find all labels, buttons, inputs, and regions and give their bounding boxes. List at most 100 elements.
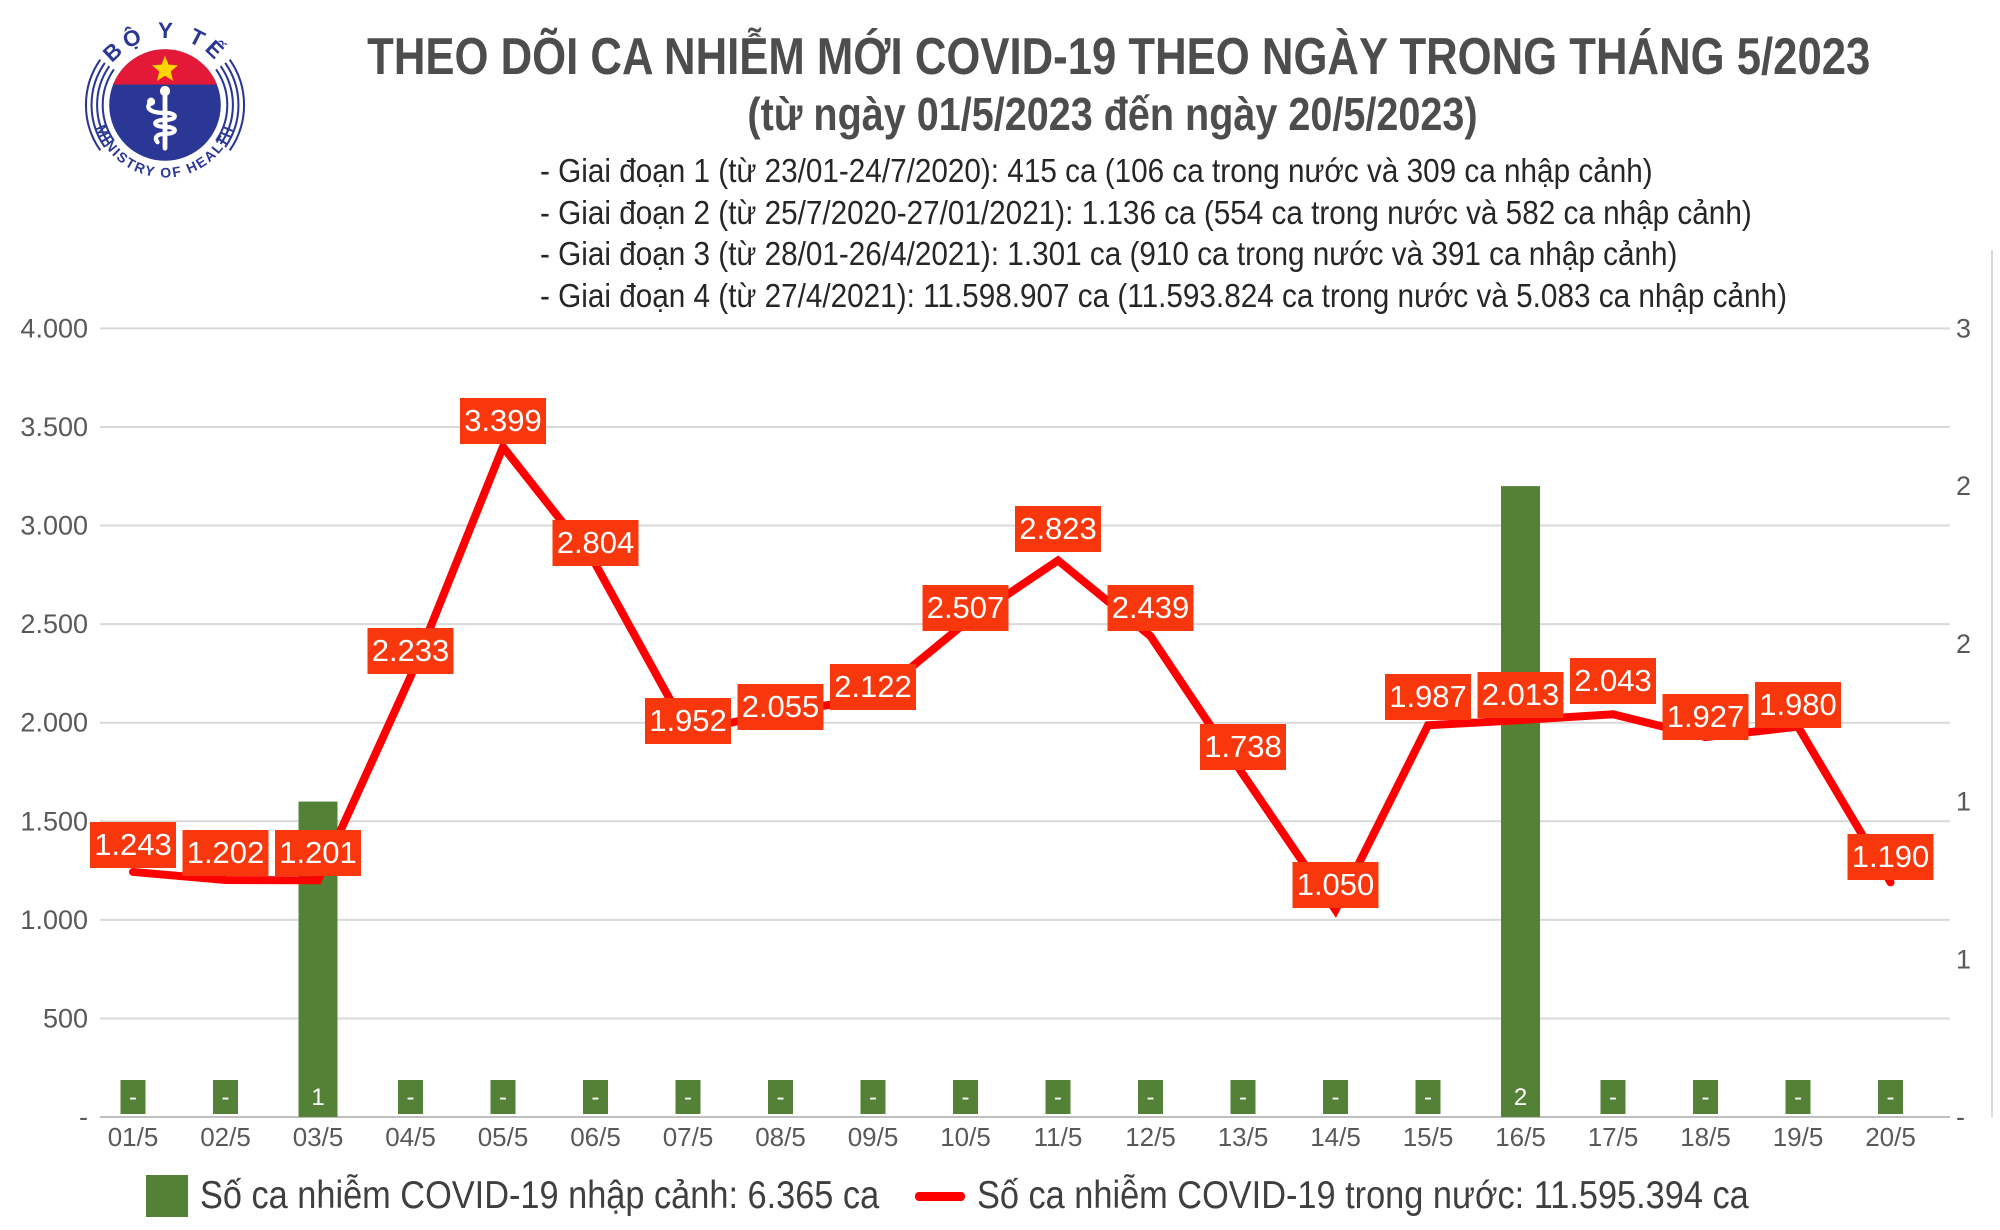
bar-value-label: - xyxy=(1332,1084,1340,1111)
left-axis-tick-label: - xyxy=(79,1102,88,1132)
right-axis-tick-label: 2 xyxy=(1956,471,1971,501)
x-axis-date-label: 02/5 xyxy=(200,1122,251,1152)
left-axis-tick-label: 1.500 xyxy=(20,806,88,836)
phase-line-2: - Giai đoạn 2 (từ 25/7/2020-27/01/2021):… xyxy=(540,193,1752,231)
x-axis-date-label: 12/5 xyxy=(1125,1122,1176,1152)
legend-label-trong-nuoc: Số ca nhiễm COVID-19 trong nước: 11.595.… xyxy=(977,1174,1750,1217)
x-axis-date-label: 10/5 xyxy=(940,1122,991,1152)
x-axis-date-label: 11/5 xyxy=(1034,1122,1083,1152)
bar-base-marker xyxy=(213,1080,238,1114)
x-axis-date-label: 08/5 xyxy=(755,1122,806,1152)
right-axis-tick-label: 3 xyxy=(1956,313,1971,343)
right-axis-tick-label: 1 xyxy=(1956,787,1971,817)
data-label-box xyxy=(1662,694,1749,740)
data-label-value: 2.439 xyxy=(1112,590,1190,625)
left-axis-tick-label: 4.000 xyxy=(20,313,88,343)
data-label-box xyxy=(1755,682,1841,728)
x-axis-date-label: 15/5 xyxy=(1403,1122,1454,1152)
data-label-value: 1.980 xyxy=(1759,687,1837,722)
x-axis-date-label: 06/5 xyxy=(570,1122,621,1152)
bar-value-label: - xyxy=(1794,1084,1802,1111)
bar-base-marker xyxy=(398,1080,423,1114)
bar-base-marker xyxy=(1323,1080,1348,1114)
bar-value-label: - xyxy=(777,1084,785,1111)
legend-line-marker xyxy=(915,1191,966,1201)
x-axis-date-label: 09/5 xyxy=(848,1122,899,1152)
data-label-value: 1.952 xyxy=(649,703,727,738)
data-label-value: 1.050 xyxy=(1297,867,1375,902)
phase-summary: - Giai đoạn 1 (từ 23/01-24/7/2020): 415 … xyxy=(540,150,1787,316)
bar-base-marker xyxy=(1415,1080,1441,1114)
bar-nhap-canh xyxy=(1501,486,1540,1117)
ministry-of-health-logo: BỘ Y TẾ MINISTRY OF HEALTH xyxy=(84,18,246,181)
data-label-value: 2.507 xyxy=(927,590,1005,625)
phase-line-1: - Giai đoạn 1 (từ 23/01-24/7/2020): 415 … xyxy=(540,152,1653,189)
data-label-value: 1.738 xyxy=(1204,729,1282,764)
x-axis-date-label: 16/5 xyxy=(1495,1122,1546,1152)
x-axis-date-label: 07/5 xyxy=(663,1122,714,1152)
bar-base-marker xyxy=(1045,1080,1071,1114)
x-axis-date-label: 14/5 xyxy=(1310,1122,1361,1152)
left-axis-tick-label: 3.500 xyxy=(20,412,88,442)
bar-base-marker xyxy=(1693,1080,1718,1114)
data-label-box xyxy=(1292,862,1379,908)
data-label-value: 2.233 xyxy=(372,633,450,668)
bar-value-label: - xyxy=(1054,1084,1062,1111)
page-subtitle: (từ ngày 01/5/2023 đến ngày 20/5/2023) xyxy=(746,87,1478,140)
legend: Số ca nhiễm COVID-19 nhập cảnh: 6.365 ca… xyxy=(0,1174,2000,1218)
phase-line-3: - Giai đoạn 3 (từ 28/01-26/4/2021): 1.30… xyxy=(540,235,1678,272)
x-axis-date-label: 01/5 xyxy=(108,1122,159,1152)
data-label-box xyxy=(645,698,731,744)
x-axis-date-label: 19/5 xyxy=(1773,1122,1824,1152)
bar-value-label: 1 xyxy=(311,1084,324,1111)
bar-value-label: - xyxy=(499,1084,507,1111)
data-label-box xyxy=(90,822,176,868)
bar-base-marker xyxy=(490,1080,516,1114)
chart-header: THEO DÕI CA NHIỄM MỚI COVID-19 THEO NGÀY… xyxy=(224,30,2000,137)
left-axis-tick-label: 500 xyxy=(43,1003,88,1033)
data-label-box xyxy=(737,684,824,730)
data-label-value: 1.987 xyxy=(1389,679,1467,714)
bar-value-label: - xyxy=(407,1084,415,1111)
bar-value-label: - xyxy=(1609,1084,1617,1111)
data-label-value: 2.823 xyxy=(1019,511,1097,546)
legend-item-nhap-canh: Số ca nhiễm COVID-19 nhập cảnh: 6.365 ca xyxy=(145,1174,902,1218)
data-label-value: 2.804 xyxy=(557,525,635,560)
bar-value-label: - xyxy=(1424,1084,1432,1111)
logo-rod-of-asclepius-icon xyxy=(146,85,177,151)
data-label-box xyxy=(1107,585,1194,631)
legend-square-marker xyxy=(145,1175,188,1217)
bar-base-marker xyxy=(953,1080,978,1114)
left-axis-tick-label: 3.000 xyxy=(20,511,88,541)
x-axis-date-label: 20/5 xyxy=(1865,1122,1916,1152)
x-axis-date-label: 18/5 xyxy=(1680,1122,1731,1152)
data-label-box xyxy=(552,520,639,566)
bar-value-label: - xyxy=(1239,1084,1247,1111)
bar-value-label: - xyxy=(1702,1084,1710,1111)
logo-star-icon xyxy=(151,55,179,81)
bar-base-marker xyxy=(768,1080,793,1114)
data-label-box xyxy=(1847,834,1934,880)
x-axis-date-label: 17/5 xyxy=(1588,1122,1639,1152)
bar-base-marker xyxy=(1230,1080,1256,1114)
data-label-value: 1.927 xyxy=(1667,699,1745,734)
bar-value-label: - xyxy=(129,1084,137,1111)
logo-side-arcs xyxy=(84,59,246,151)
data-label-box xyxy=(1200,724,1286,770)
bar-base-marker xyxy=(1138,1080,1163,1114)
x-axis-date-label: 13/5 xyxy=(1218,1122,1269,1152)
data-label-value: 1.201 xyxy=(279,835,357,870)
right-axis-tick-label: 2 xyxy=(1956,629,1971,659)
phase-line-4: - Giai đoạn 4 (từ 27/4/2021): 11.598.907… xyxy=(540,276,1787,314)
legend-label-nhap-canh: Số ca nhiễm COVID-19 nhập cảnh: 6.365 ca xyxy=(199,1174,879,1217)
x-axis-date-label: 03/5 xyxy=(293,1122,344,1152)
x-axis-date-label: 04/5 xyxy=(385,1122,436,1152)
data-label-box xyxy=(1015,506,1101,552)
data-label-value: 2.043 xyxy=(1574,663,1652,698)
bar-value-label: 2 xyxy=(1514,1084,1527,1111)
left-axis-tick-label: 1.000 xyxy=(20,905,88,935)
data-label-box xyxy=(460,398,546,444)
legend-item-trong-nuoc: Số ca nhiễm COVID-19 trong nước: 11.595.… xyxy=(915,1174,1854,1218)
